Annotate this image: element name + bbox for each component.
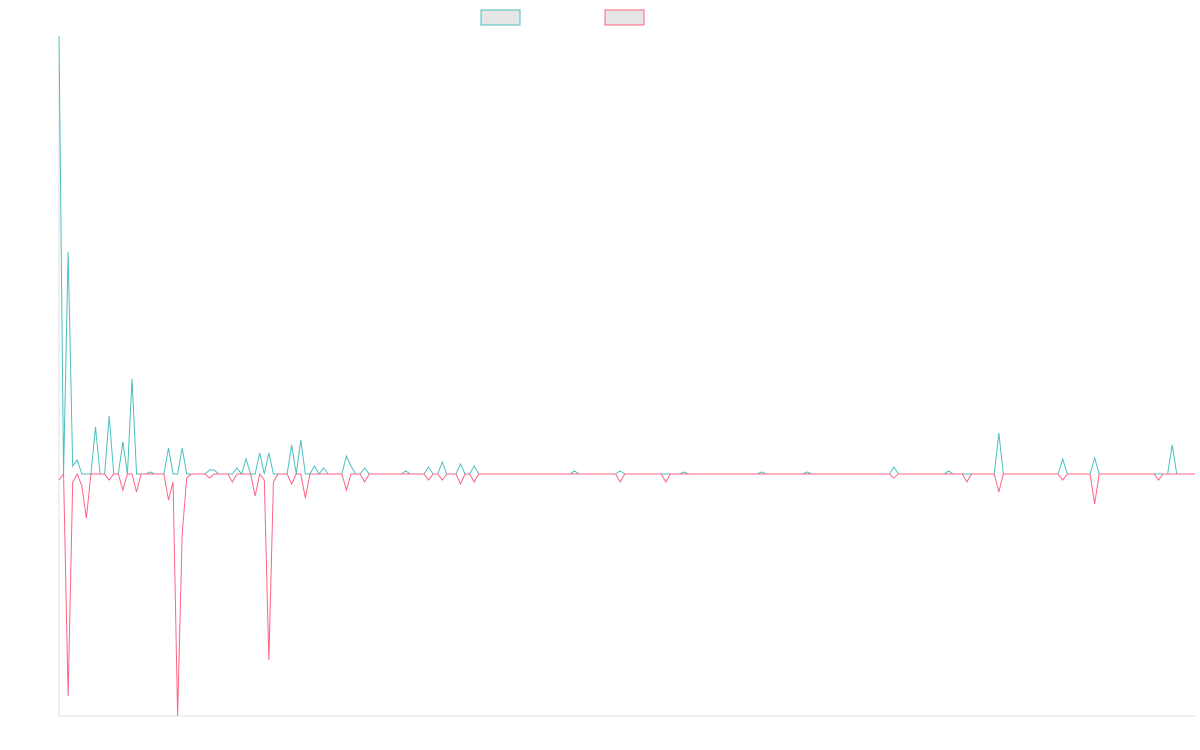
legend-swatch — [604, 9, 645, 26]
legend-swatch — [480, 9, 521, 26]
series-line — [58, 35, 1195, 476]
series-line — [58, 472, 1195, 717]
